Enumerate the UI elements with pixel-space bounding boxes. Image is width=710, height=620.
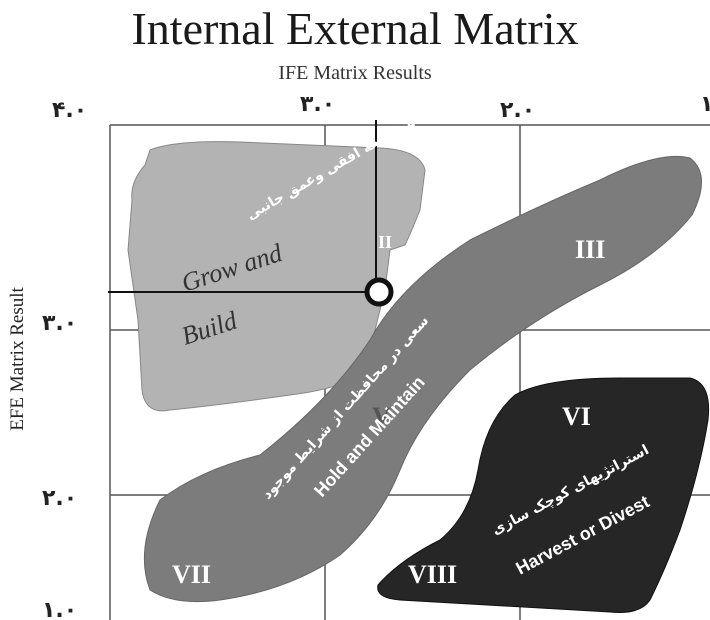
harvest-divest-region	[377, 377, 710, 613]
region-roman-viii: VIII	[408, 560, 457, 589]
x-tick-label: ۲.۰	[500, 98, 535, 123]
y-tick-label: ۲.۰	[42, 486, 77, 511]
region-roman-vi: VI	[562, 402, 591, 431]
position-point	[364, 277, 394, 307]
x-tick-label: ۱	[700, 92, 710, 117]
region-roman-iii: III	[575, 235, 605, 264]
hold-maintain-region	[143, 155, 702, 603]
y-tick-label: ۱.۰	[42, 598, 77, 620]
position-marker	[108, 120, 394, 307]
region-roman-vii: VII	[172, 560, 211, 589]
x-tick-label: ۳.۰	[300, 92, 335, 117]
region-roman-ii: II	[378, 232, 392, 252]
x-axis-label: IFE Matrix Results	[278, 62, 432, 84]
y-tick-label: ۳.۰	[42, 311, 77, 336]
region-roman-v: V	[372, 402, 391, 431]
page-title: Internal External Matrix	[131, 3, 579, 54]
x-tick-label: ۴.۰	[52, 98, 87, 123]
